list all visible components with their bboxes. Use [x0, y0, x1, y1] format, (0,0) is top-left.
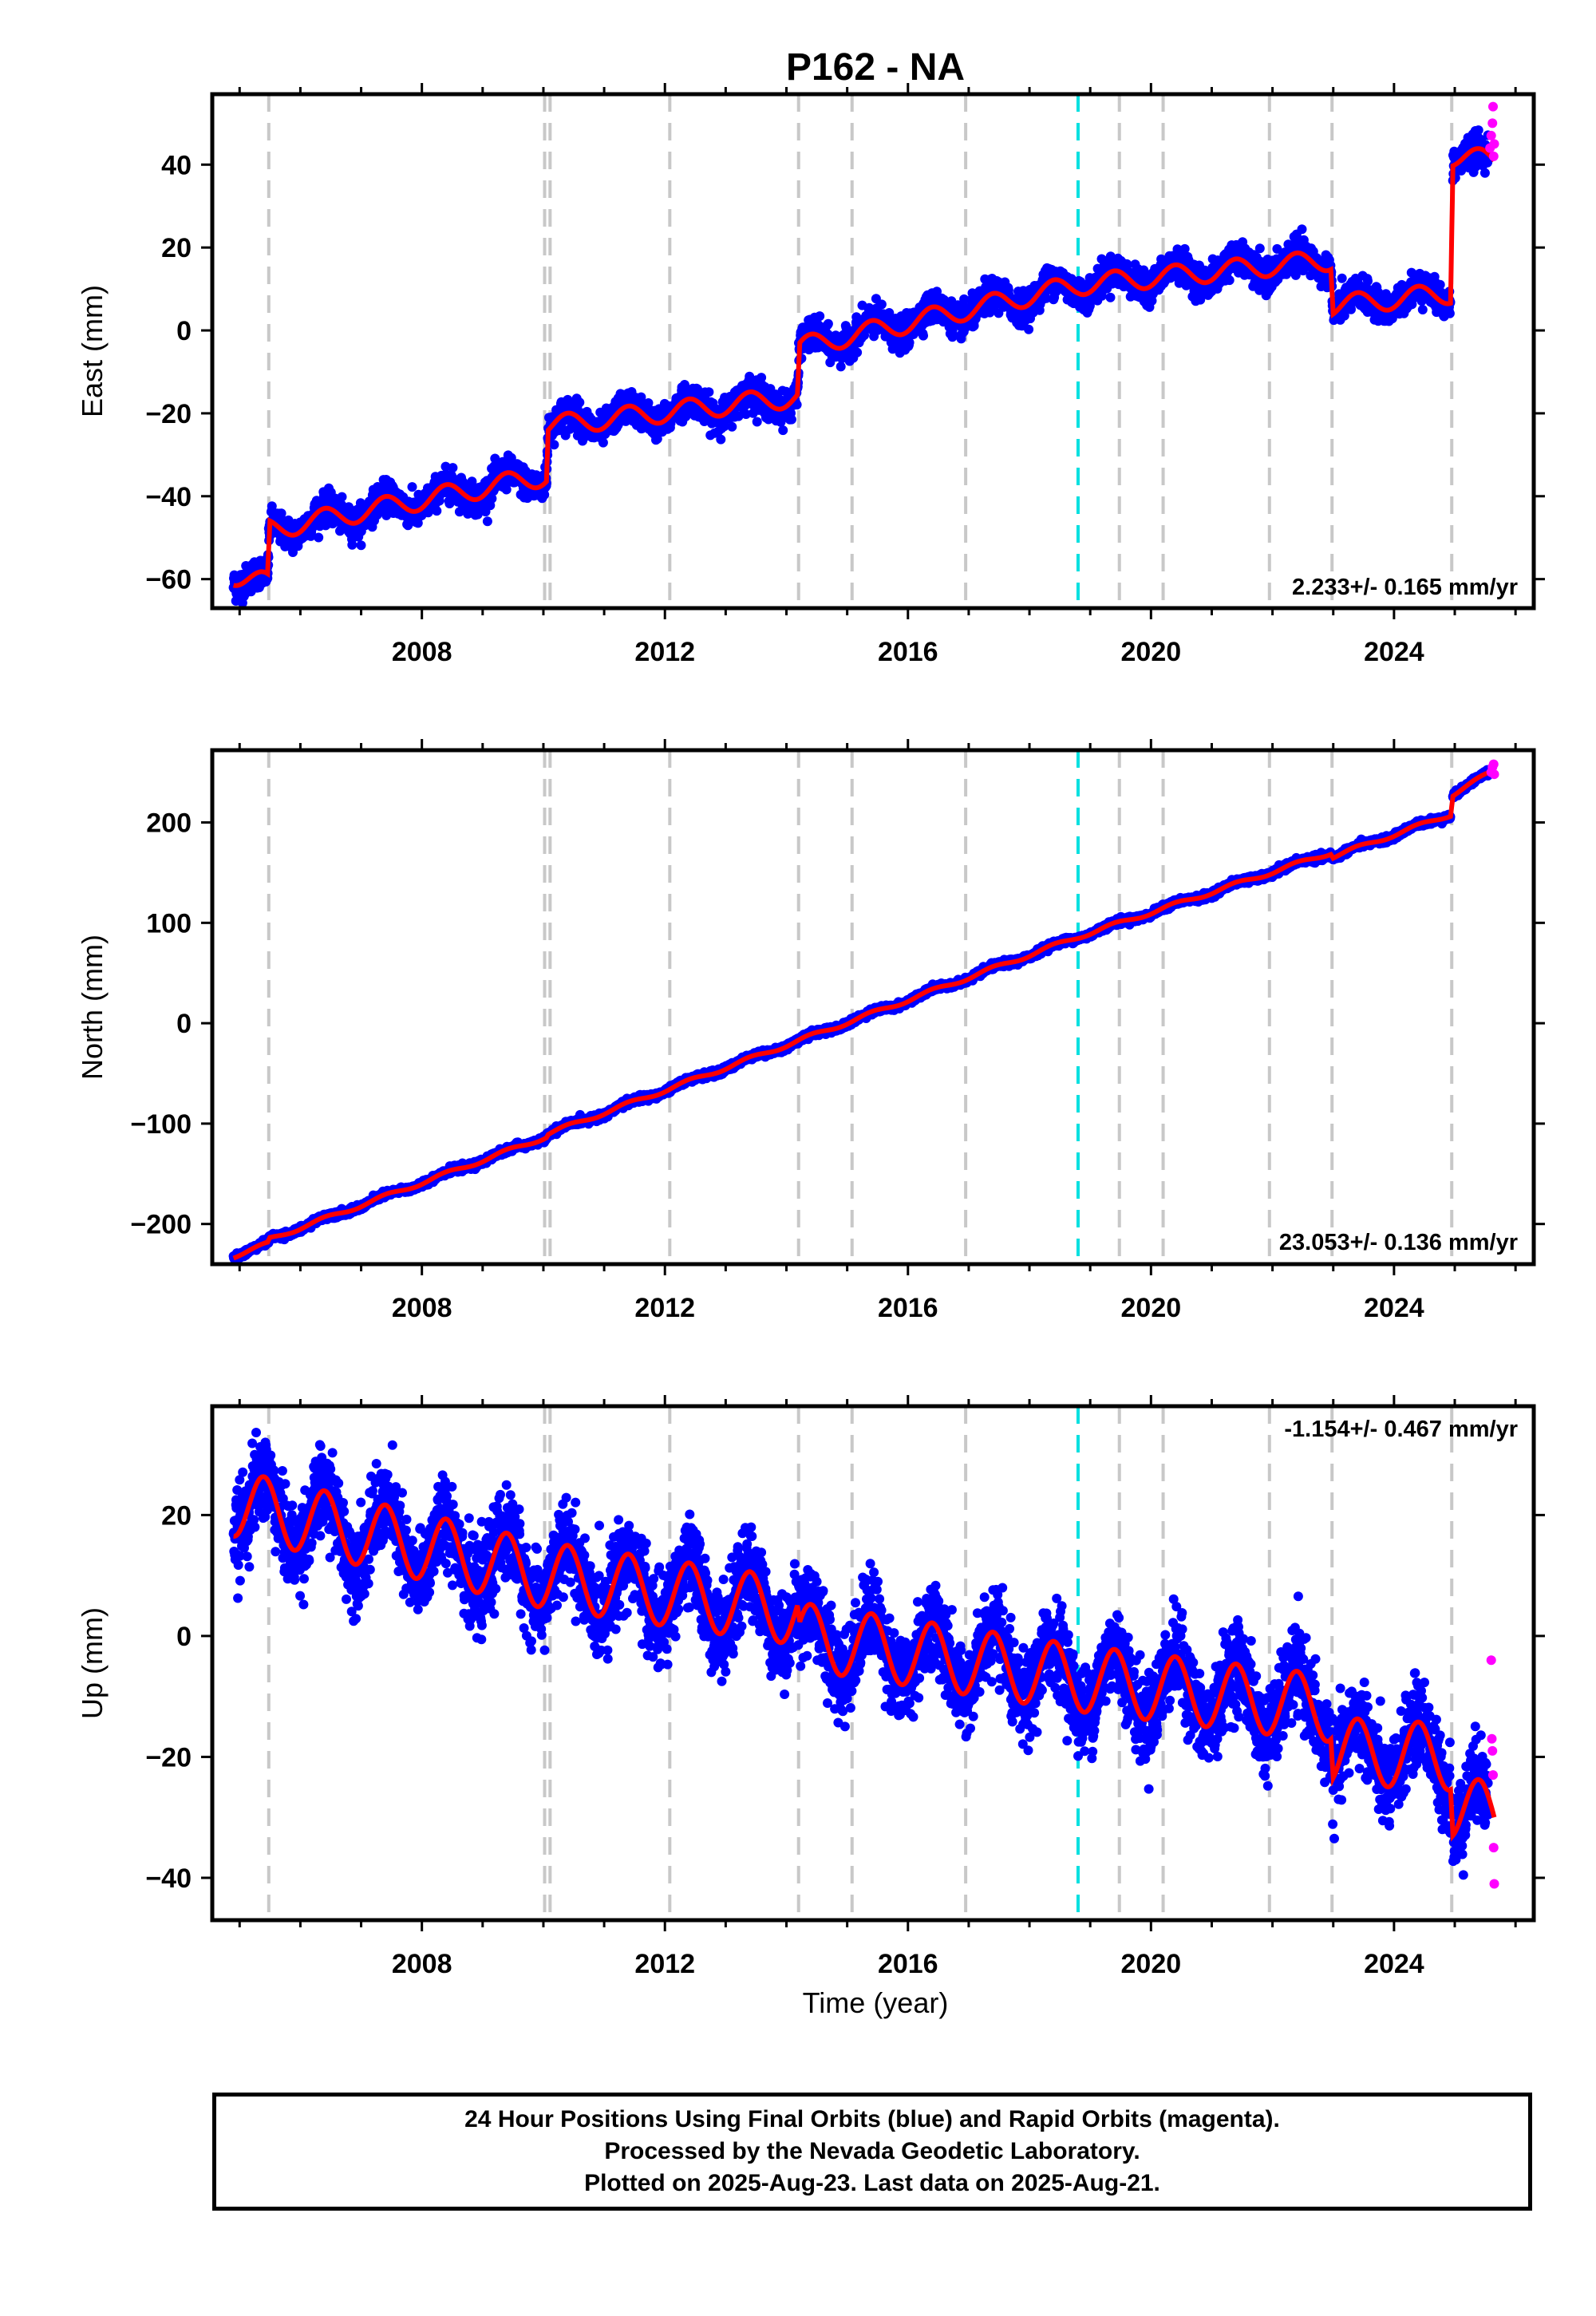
final-point	[815, 311, 825, 322]
final-point	[575, 397, 585, 408]
final-point	[1435, 279, 1445, 290]
final-point	[823, 318, 833, 329]
final-point	[356, 540, 366, 551]
final-point	[454, 507, 464, 517]
final-point	[1337, 273, 1347, 283]
final-point	[727, 421, 737, 432]
final-point	[347, 539, 358, 550]
final-point	[1417, 305, 1428, 314]
final-point	[432, 506, 442, 516]
final-point	[1254, 243, 1265, 254]
final-point	[876, 299, 887, 310]
final-point	[267, 501, 277, 512]
final-point	[337, 492, 347, 502]
final-point	[716, 434, 726, 445]
final-point	[836, 362, 846, 372]
final-point	[314, 532, 324, 543]
figure-title: P162 - NA	[786, 46, 965, 89]
final-orbit-points	[228, 125, 1493, 608]
final-point	[752, 417, 762, 427]
final-point	[407, 482, 417, 492]
final-point	[778, 425, 788, 436]
final-point	[1024, 324, 1034, 334]
final-point	[948, 330, 958, 340]
final-point	[1224, 275, 1235, 286]
final-point	[786, 414, 796, 425]
final-point	[852, 347, 863, 358]
final-point	[467, 476, 477, 487]
final-point	[440, 461, 451, 472]
final-point	[1105, 292, 1116, 302]
final-point	[1363, 276, 1373, 287]
final-point	[704, 387, 714, 397]
final-point	[1297, 224, 1307, 235]
final-point	[482, 516, 492, 527]
final-point	[448, 463, 458, 473]
final-point	[549, 440, 559, 450]
final-point	[918, 330, 928, 341]
final-point	[598, 437, 608, 448]
